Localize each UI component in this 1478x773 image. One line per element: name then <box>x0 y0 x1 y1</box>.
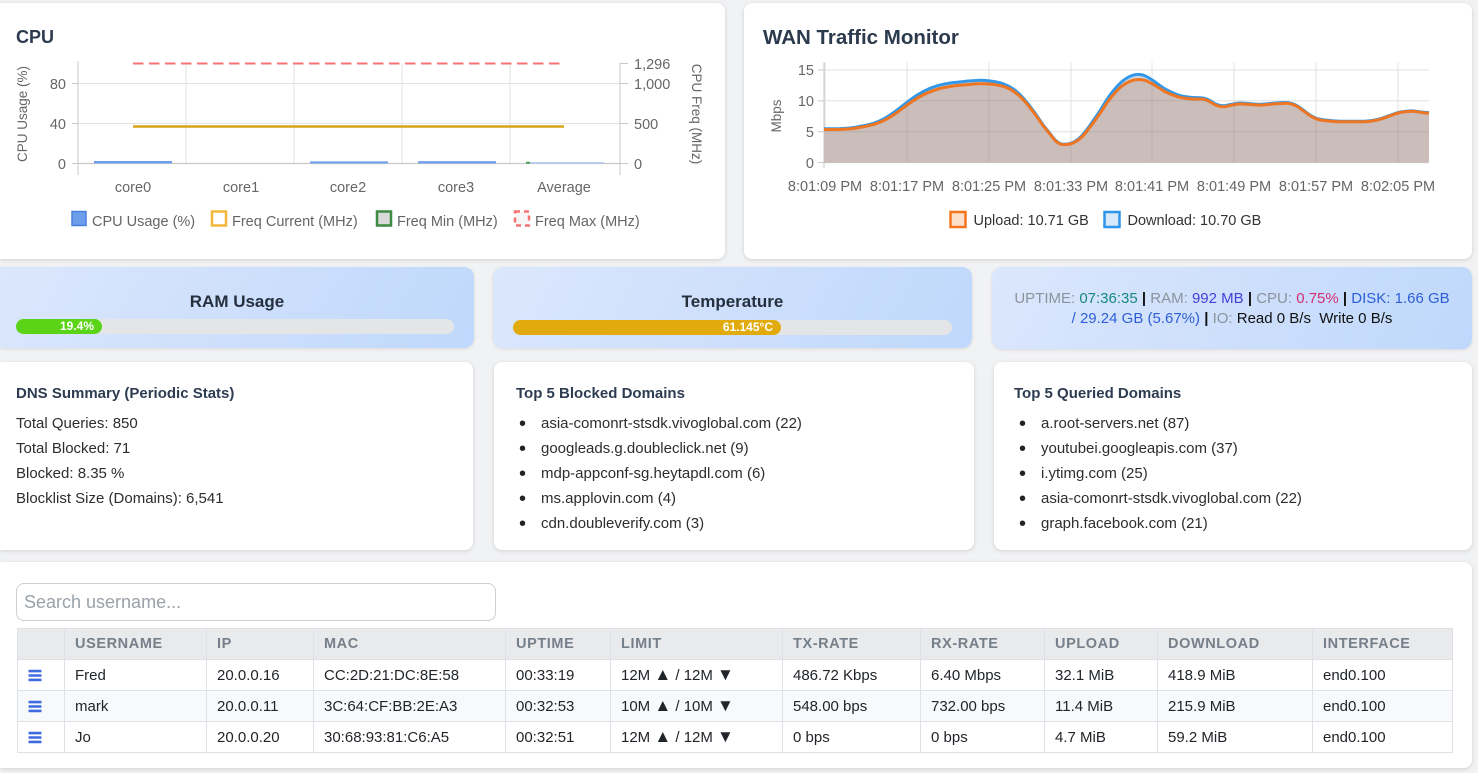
svg-text:Mbps: Mbps <box>769 99 784 132</box>
svg-text:500: 500 <box>634 117 658 133</box>
svg-text:10: 10 <box>798 94 814 110</box>
svg-text:8:01:57 PM: 8:01:57 PM <box>1279 179 1353 195</box>
svg-text:Freq Min (MHz): Freq Min (MHz) <box>397 214 498 230</box>
svg-text:8:02:05 PM: 8:02:05 PM <box>1361 179 1435 195</box>
svg-text:8:01:49 PM: 8:01:49 PM <box>1197 179 1271 195</box>
svg-text:core3: core3 <box>438 180 474 196</box>
svg-text:80: 80 <box>50 77 66 93</box>
svg-text:Average: Average <box>537 180 591 196</box>
svg-text:core0: core0 <box>115 180 151 196</box>
svg-text:8:01:41 PM: 8:01:41 PM <box>1115 179 1189 195</box>
svg-text:8:01:17 PM: 8:01:17 PM <box>870 179 944 195</box>
svg-text:Freq Current (MHz): Freq Current (MHz) <box>232 214 358 230</box>
svg-text:1,296: 1,296 <box>634 57 670 73</box>
svg-text:0: 0 <box>634 157 642 173</box>
svg-text:8:01:09 PM: 8:01:09 PM <box>788 179 862 195</box>
svg-text:Download: 10.70 GB: Download: 10.70 GB <box>1128 213 1262 229</box>
svg-text:CPU Usage (%): CPU Usage (%) <box>92 214 195 230</box>
svg-text:Freq Max (MHz): Freq Max (MHz) <box>535 214 640 230</box>
svg-text:Upload: 10.71 GB: Upload: 10.71 GB <box>974 213 1089 229</box>
svg-text:15: 15 <box>798 63 814 79</box>
svg-text:0: 0 <box>806 156 814 172</box>
svg-text:CPU Freq (MHz): CPU Freq (MHz) <box>689 64 704 165</box>
svg-text:CPU Usage (%): CPU Usage (%) <box>15 66 30 162</box>
svg-text:5: 5 <box>806 125 814 141</box>
svg-text:8:01:33 PM: 8:01:33 PM <box>1034 179 1108 195</box>
svg-text:core2: core2 <box>330 180 366 196</box>
svg-text:0: 0 <box>58 157 66 173</box>
svg-text:core1: core1 <box>223 180 259 196</box>
svg-text:1,000: 1,000 <box>634 77 670 93</box>
svg-text:40: 40 <box>50 117 66 133</box>
svg-text:8:01:25 PM: 8:01:25 PM <box>952 179 1026 195</box>
